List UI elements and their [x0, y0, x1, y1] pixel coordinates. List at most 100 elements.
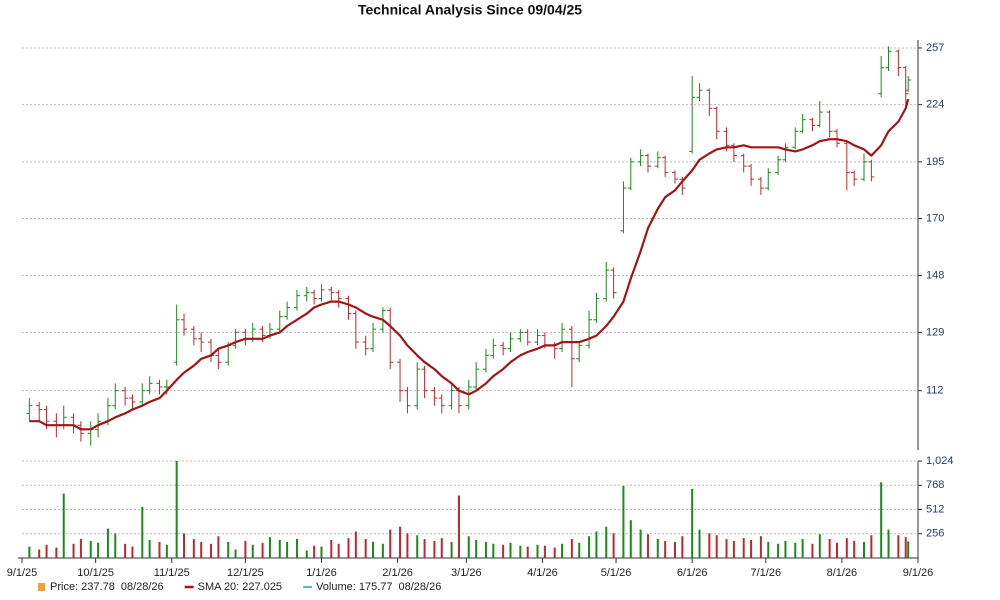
volume-bar	[28, 546, 31, 558]
legend-label: Volume: 175.77	[316, 581, 392, 593]
volume-bar	[261, 542, 264, 558]
volume-bar	[114, 533, 117, 558]
volume-bar	[794, 542, 797, 558]
volume-bar	[536, 544, 539, 558]
y-tick-label: 224	[926, 99, 944, 111]
volume-bar	[492, 543, 495, 558]
volume-bar	[588, 536, 591, 558]
volume-bar	[526, 546, 529, 558]
volume-bar	[433, 540, 436, 558]
y-tick-label: 148	[926, 270, 944, 282]
volume-bar	[364, 539, 367, 558]
volume-bar	[337, 543, 340, 558]
volume-bar	[124, 543, 127, 558]
volume-bar	[106, 528, 109, 558]
volume-bar	[561, 543, 564, 558]
volume-bar	[612, 533, 615, 558]
volume-bar	[251, 544, 254, 558]
volume-bar	[295, 539, 298, 558]
legend-swatch	[38, 583, 45, 591]
volume-bar	[286, 541, 289, 558]
volume-bar	[904, 537, 907, 558]
volume-bar	[55, 547, 58, 558]
volume-bar	[192, 539, 195, 558]
sma-line	[29, 98, 910, 431]
volume-bar	[457, 495, 460, 558]
volume-bar	[767, 541, 770, 558]
volume-bar	[347, 538, 350, 558]
volume-bar	[845, 538, 848, 558]
x-tick-label: 9/1/25	[7, 567, 38, 579]
volume-bar	[467, 536, 470, 558]
volume-bar	[440, 538, 443, 558]
volume-bar	[835, 542, 838, 558]
volume-bar	[907, 541, 910, 558]
volume-bar	[200, 541, 203, 558]
volume-bar	[870, 535, 873, 558]
y-tick-label: 129	[926, 326, 944, 338]
volume-bar	[278, 540, 281, 558]
volume-bar	[519, 545, 522, 558]
y2-tick-label: 512	[926, 503, 944, 515]
volume-bar	[175, 461, 178, 558]
volume-bar	[141, 506, 144, 558]
volume-bar	[502, 544, 505, 558]
volume-bar	[210, 543, 213, 558]
volume-bar	[268, 537, 271, 558]
x-tick-label: 2/1/26	[382, 567, 413, 579]
volume-bar	[484, 541, 487, 558]
volume-bar	[801, 539, 804, 558]
volume-bar	[777, 543, 780, 558]
volume-bar	[595, 531, 598, 558]
volume-bar	[423, 539, 426, 558]
volume-bar	[72, 543, 75, 558]
volume-bar	[725, 539, 728, 558]
volume-bar	[656, 539, 659, 558]
volume-bar	[897, 535, 900, 558]
volume-bar	[639, 529, 642, 558]
volume-bar	[89, 540, 92, 558]
legend-date: 08/28/26	[399, 581, 442, 593]
volume-bar	[158, 541, 161, 558]
x-tick-label: 1/1/26	[306, 567, 337, 579]
volume-bar	[646, 534, 649, 558]
volume-bar	[880, 482, 883, 558]
volume-bar	[183, 533, 186, 558]
x-tick-label: 11/1/25	[154, 567, 190, 579]
volume-bar	[416, 535, 419, 558]
volume-bar	[811, 543, 814, 558]
volume-bar	[629, 520, 632, 558]
volume-bar	[828, 539, 831, 558]
x-tick-label: 4/1/26	[527, 567, 558, 579]
volume-bar	[234, 549, 237, 558]
volume-bar	[217, 536, 220, 558]
volume-bar	[62, 493, 65, 558]
volume-bar	[97, 542, 100, 558]
volume-bar	[38, 549, 41, 558]
volume-bar	[553, 547, 556, 558]
volume-bar	[622, 486, 625, 558]
x-tick-label: 8/1/26	[827, 567, 858, 579]
volume-bar	[673, 541, 676, 558]
volume-bar	[79, 539, 82, 558]
x-tick-label: 9/1/26	[903, 567, 934, 579]
x-tick-label: 3/1/26	[451, 567, 482, 579]
volume-bar	[509, 542, 512, 558]
x-tick-label: 7/1/26	[751, 567, 782, 579]
x-tick-label: 6/1/26	[677, 567, 708, 579]
volume-bar	[818, 534, 821, 558]
volume-bar	[313, 545, 316, 558]
volume-bar	[605, 526, 608, 558]
volume-bar	[784, 540, 787, 558]
y-tick-label: 112	[926, 385, 944, 397]
volume-bar	[475, 540, 478, 558]
volume-bar	[227, 541, 230, 558]
volume-bar	[305, 550, 308, 558]
chart-title: Technical Analysis Since 09/04/25	[358, 2, 582, 18]
volume-bar	[862, 541, 865, 558]
volume-bar	[131, 546, 134, 558]
volume-bar	[708, 533, 711, 558]
volume-bar	[381, 543, 384, 558]
volume-bar	[732, 540, 735, 558]
